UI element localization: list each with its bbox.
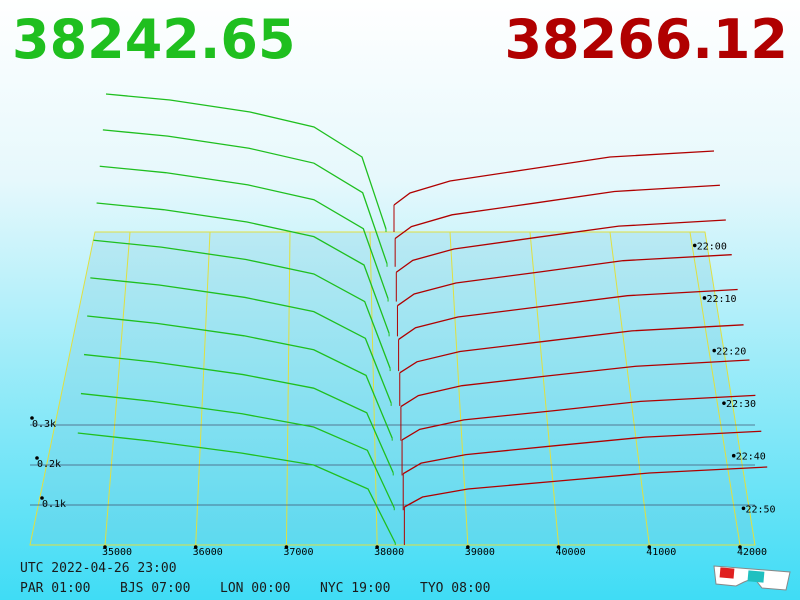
tick-dot	[741, 506, 746, 511]
time-label: 22:00	[697, 241, 727, 252]
time-label: 22:10	[706, 294, 736, 305]
tick-dot	[647, 545, 652, 549]
tick-dot	[702, 296, 707, 300]
tick-dot	[193, 545, 198, 549]
grid-line	[104, 231, 131, 546]
zone-time: BJS 07:00	[120, 581, 190, 596]
y-tick-label: 0.3k	[32, 419, 56, 430]
x-tick-label: 42000	[737, 547, 767, 558]
bid-depth-line	[83, 353, 394, 474]
bid-depth-line	[80, 392, 395, 509]
x-tick-label: 35000	[102, 547, 132, 558]
bid-depth-line	[90, 277, 392, 404]
tick-dot	[738, 545, 742, 549]
floor	[29, 231, 756, 546]
grid-line	[689, 231, 741, 546]
zone-time: PAR 01:00	[20, 581, 90, 596]
tick-dot	[103, 545, 107, 549]
grid-line	[195, 231, 211, 546]
plot: 35000 36000 37000 38000 39000 40000 41000 42000…	[29, 93, 776, 558]
ask-depth-line	[395, 219, 726, 273]
grid-line	[529, 231, 560, 546]
tick-dot	[30, 416, 34, 420]
time-zones: PAR 01:00 BJS 07:00 LON 00:00 NYC 19:00 TYO …	[20, 581, 490, 596]
ask-depth-line	[404, 466, 768, 508]
tick-dot	[731, 453, 736, 458]
x-tick-label: 40000	[556, 547, 586, 558]
ask-depth-line	[398, 288, 738, 340]
time-label: 22:20	[716, 347, 746, 358]
tick-dot	[284, 545, 289, 549]
zone-time: NYC 19:00	[320, 581, 390, 596]
ask-depth-line	[399, 324, 744, 374]
tick-dot	[40, 496, 44, 500]
zone-time: TYO 08:00	[420, 581, 490, 596]
ask-depth-line	[394, 184, 720, 239]
grid-line	[609, 231, 650, 546]
3d-glasses-icon	[713, 565, 791, 591]
y-tick-label: 0.2k	[37, 459, 61, 470]
bid-depth-line	[99, 165, 389, 299]
x-tick-label: 37000	[283, 547, 313, 558]
tick-dot	[712, 348, 717, 353]
ask-depth-line	[401, 394, 756, 441]
ask-depth-line	[402, 430, 762, 475]
bid-depth-line	[93, 239, 391, 369]
ask-depth-line	[393, 150, 715, 206]
bid-depth-line	[105, 93, 387, 230]
x-tick-label: 39000	[465, 547, 495, 558]
x-tick-label: 41000	[646, 547, 676, 558]
zone-time: LON 00:00	[220, 581, 290, 596]
tick-dot	[722, 401, 726, 405]
bid-depth-line	[87, 315, 393, 439]
bid-depth-line	[96, 202, 390, 334]
x-tick-label: 38000	[374, 547, 404, 558]
ask-depth-line	[397, 254, 732, 307]
utc-time: UTC 2022-04-26 23:00	[20, 561, 177, 576]
ask-price: 38266.12	[504, 8, 788, 71]
tick-dot	[556, 545, 561, 549]
bid-price: 38242.65	[12, 8, 296, 71]
ask-depth-line	[400, 359, 750, 408]
tick-dot	[692, 243, 697, 248]
time-label: 22:30	[726, 399, 756, 410]
grid-line	[285, 231, 291, 546]
time-label: 22:40	[736, 452, 766, 463]
time-label: 22:50	[745, 504, 775, 515]
x-tick-label: 36000	[193, 547, 223, 558]
y-tick-label: 0.1k	[42, 499, 66, 510]
bid-depth-line	[77, 432, 396, 544]
tick-dot	[35, 456, 39, 460]
tick-dot	[375, 545, 379, 549]
bid-depth-line	[102, 129, 388, 264]
tick-dot	[466, 545, 470, 549]
